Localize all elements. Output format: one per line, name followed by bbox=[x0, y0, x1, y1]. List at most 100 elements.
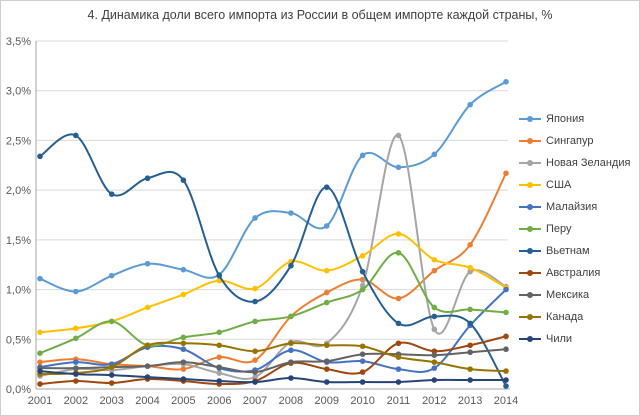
x-axis-tick-label: 2005 bbox=[171, 395, 195, 407]
x-axis-tick-label: 2001 bbox=[28, 395, 52, 407]
data-point-Австралия bbox=[108, 380, 115, 386]
data-point-Перу bbox=[252, 318, 258, 325]
data-point-Перу bbox=[216, 329, 223, 336]
data-point-Новая Зеландия bbox=[431, 326, 438, 333]
y-axis-tick-label: 2,0% bbox=[6, 185, 31, 197]
data-point-Сингапур bbox=[37, 359, 43, 365]
series-line-Чили bbox=[39, 370, 507, 384]
data-point-Австралия bbox=[431, 348, 438, 355]
data-point-Канада bbox=[323, 342, 330, 349]
data-point-Мексика bbox=[180, 359, 187, 365]
data-point-Вьетнам bbox=[431, 313, 438, 320]
data-point-Перу bbox=[288, 313, 294, 320]
x-axis-tick-label: 2002 bbox=[64, 395, 88, 407]
data-point-Новая Зеландия bbox=[395, 132, 402, 139]
legend-item-label: Новая Зеландия bbox=[546, 157, 631, 169]
data-point-Малайзия bbox=[395, 366, 402, 372]
data-point-США bbox=[431, 256, 438, 263]
chart-legend: Япония Сингапур Новая Зеландия США Малайзия П… bbox=[519, 108, 630, 350]
legend-marker-icon bbox=[519, 160, 541, 166]
data-point-Сингапур bbox=[467, 242, 473, 248]
y-axis-tick-label: 3,5% bbox=[6, 36, 31, 48]
series-line-Япония bbox=[39, 80, 507, 293]
data-point-Чили bbox=[395, 379, 402, 385]
series-line-Вьетнам bbox=[39, 133, 507, 388]
series-line-Канада bbox=[39, 341, 507, 376]
data-point-Япония bbox=[144, 260, 151, 267]
data-point-Перу bbox=[73, 335, 79, 342]
data-point-Мексика bbox=[144, 363, 151, 369]
legend-marker-icon bbox=[519, 248, 541, 254]
x-axis-tick-label: 2009 bbox=[315, 395, 339, 407]
legend-marker-icon bbox=[519, 270, 541, 276]
data-point-Чили bbox=[108, 372, 115, 378]
data-point-США bbox=[37, 329, 43, 336]
x-axis-tick-label: 2012 bbox=[422, 395, 446, 407]
data-point-США bbox=[73, 325, 79, 332]
data-point-Япония bbox=[108, 272, 115, 279]
legend-marker-icon bbox=[519, 226, 541, 232]
legend-marker-icon bbox=[519, 336, 541, 342]
data-point-Малайзия bbox=[359, 358, 366, 364]
legend-item-label: Австралия bbox=[546, 267, 601, 279]
data-point-Вьетнам bbox=[108, 191, 115, 197]
data-point-Перу bbox=[323, 299, 330, 306]
data-point-Мексика bbox=[323, 358, 330, 364]
data-point-Чили bbox=[180, 376, 187, 382]
data-point-Вьетнам bbox=[73, 132, 79, 139]
data-point-Канада bbox=[467, 366, 473, 372]
legend-item: США bbox=[519, 174, 630, 196]
data-point-Новая Зеландия bbox=[467, 268, 473, 275]
legend-item: Новая Зеландия bbox=[519, 152, 630, 174]
x-axis-tick-label: 2011 bbox=[387, 395, 411, 407]
series-line-Австралия bbox=[39, 335, 507, 386]
x-axis-tick-label: 2013 bbox=[458, 395, 482, 407]
series-line-Малайзия bbox=[39, 288, 507, 373]
data-point-Сингапур bbox=[503, 170, 509, 177]
data-point-Япония bbox=[37, 275, 43, 282]
data-point-Австралия bbox=[323, 366, 330, 372]
legend-item-label: Перу bbox=[546, 223, 572, 235]
data-point-Австралия bbox=[503, 333, 509, 340]
legend-item: Малайзия bbox=[519, 196, 630, 218]
data-point-Чили bbox=[37, 368, 43, 374]
series-line-США bbox=[39, 232, 507, 334]
x-axis-tick-label: 2003 bbox=[99, 395, 123, 407]
data-point-Вьетнам bbox=[180, 177, 187, 183]
data-point-Япония bbox=[73, 288, 79, 295]
data-point-Сингапур bbox=[323, 289, 330, 296]
data-point-Япония bbox=[395, 164, 402, 171]
legend-item: Чили bbox=[519, 328, 630, 350]
data-point-Малайзия bbox=[180, 346, 187, 353]
data-point-Япония bbox=[288, 210, 294, 216]
data-point-Мексика bbox=[252, 369, 258, 375]
data-point-Канада bbox=[180, 340, 187, 347]
data-point-Мексика bbox=[359, 351, 366, 358]
legend-marker-icon bbox=[519, 204, 541, 210]
data-point-США bbox=[180, 291, 187, 298]
data-point-США bbox=[395, 231, 402, 237]
data-point-Канада bbox=[288, 340, 294, 347]
y-axis-tick-label: 1,5% bbox=[6, 235, 31, 247]
data-point-Малайзия bbox=[431, 365, 438, 371]
data-point-Перу bbox=[395, 249, 402, 256]
chart-title: 4. Динамика доли всего импорта из России… bbox=[87, 8, 553, 22]
data-point-Перу bbox=[108, 318, 115, 325]
x-axis-tick-label: 2006 bbox=[207, 395, 231, 407]
data-point-Вьетнам bbox=[144, 175, 151, 182]
data-point-Вьетнам bbox=[323, 184, 330, 190]
data-point-Австралия bbox=[467, 342, 473, 349]
data-point-Сингапур bbox=[216, 354, 223, 360]
data-point-Малайзия bbox=[288, 347, 294, 354]
data-point-Япония bbox=[323, 223, 330, 229]
data-point-Канада bbox=[431, 359, 438, 365]
data-point-Чили bbox=[252, 379, 258, 385]
data-point-Перу bbox=[503, 309, 509, 316]
data-point-Мексика bbox=[503, 346, 509, 353]
data-point-Перу bbox=[431, 304, 438, 311]
legend-item-label: Малайзия bbox=[546, 201, 598, 213]
data-point-Сингапур bbox=[252, 357, 258, 363]
series-line-Мексика bbox=[39, 348, 507, 374]
data-point-Перу bbox=[467, 306, 473, 313]
